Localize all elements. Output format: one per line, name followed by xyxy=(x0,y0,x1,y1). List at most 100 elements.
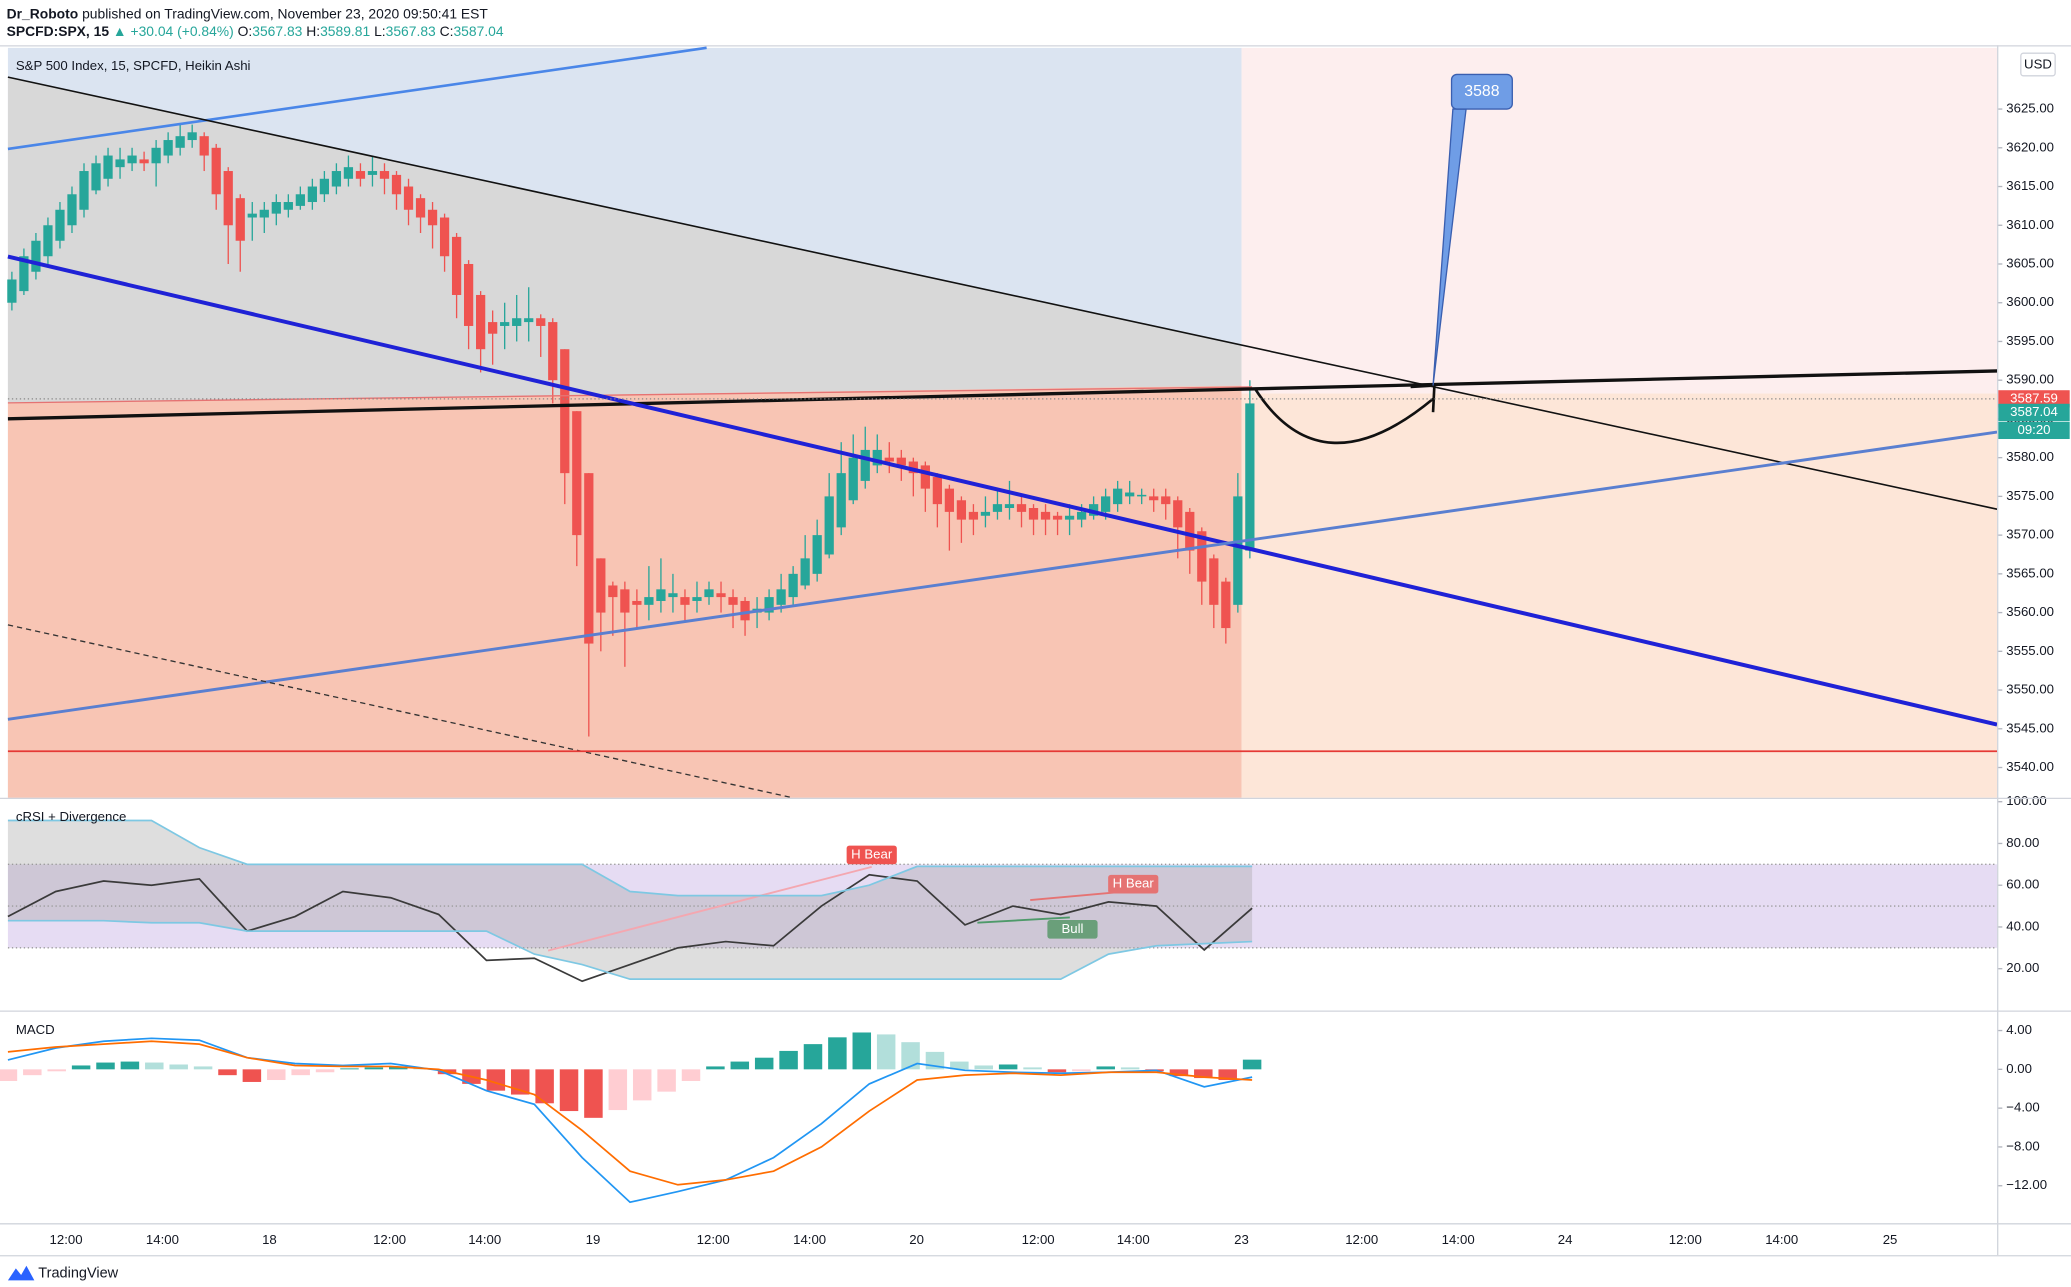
y-tick-label: 3580.00 xyxy=(2006,449,2054,464)
candle-body xyxy=(860,449,870,481)
candle-body xyxy=(980,511,991,516)
y-tick-label: 3600.00 xyxy=(2006,294,2054,309)
candle-body xyxy=(1101,496,1111,512)
candle-body xyxy=(1197,531,1207,582)
candle-body xyxy=(572,411,582,536)
candle-body xyxy=(968,511,979,520)
candle-body xyxy=(331,171,342,187)
y-tick-label: 3590.00 xyxy=(2006,372,2054,387)
x-tick-label: 12:00 xyxy=(697,1232,730,1247)
histogram-bar xyxy=(145,1062,164,1070)
candle-body xyxy=(944,488,955,512)
countdown: 09:20 xyxy=(2017,422,2050,437)
published: published on TradingView.com, November 2… xyxy=(82,5,488,21)
histogram-bar xyxy=(901,1042,920,1070)
candle-body xyxy=(824,496,834,555)
histogram-bar xyxy=(779,1050,798,1070)
candle-body xyxy=(1173,500,1183,528)
x-tick-label: 14:00 xyxy=(1765,1232,1798,1247)
y-tick-label: 3565.00 xyxy=(2006,565,2054,580)
y-tick-label: 3575.00 xyxy=(2006,488,2054,503)
histogram-bar xyxy=(1242,1059,1262,1070)
histogram-bar xyxy=(1096,1066,1115,1070)
y-tick-label: 3615.00 xyxy=(2006,178,2054,193)
histogram-bar xyxy=(632,1069,652,1101)
x-tick-label: 12:00 xyxy=(50,1232,83,1247)
histogram-bar xyxy=(852,1032,872,1070)
y-tick-label: 3605.00 xyxy=(2006,255,2054,270)
x-tick-label: 14:00 xyxy=(793,1232,826,1247)
y-tick-label: 3625.00 xyxy=(2006,101,2054,116)
x-tick-label: 14:00 xyxy=(468,1232,501,1247)
candle-body xyxy=(1221,581,1231,629)
candle-body xyxy=(548,322,558,381)
candle-body xyxy=(43,225,53,257)
histogram-bar xyxy=(998,1064,1018,1070)
histogram-bar xyxy=(193,1066,213,1070)
candle-body xyxy=(704,589,714,598)
candle-body xyxy=(956,500,967,520)
x-tick-label: 24 xyxy=(1558,1232,1573,1247)
candle-body xyxy=(932,477,942,505)
candle-body xyxy=(740,600,750,621)
x-tick-label: 12:00 xyxy=(373,1232,406,1247)
y-tick-label: 20.00 xyxy=(2006,960,2039,975)
trend-line xyxy=(7,430,1998,721)
candle-body xyxy=(1064,515,1075,520)
candle-body xyxy=(7,279,17,303)
candle-body xyxy=(920,465,930,489)
candle-body xyxy=(716,593,726,598)
candle-body xyxy=(632,600,642,605)
y-tick-label: 3620.00 xyxy=(2006,139,2054,154)
histogram-bar xyxy=(876,1034,896,1070)
histogram-bar xyxy=(730,1061,750,1070)
callout-box xyxy=(1450,73,1513,110)
candle-body xyxy=(500,322,510,326)
pane-title: MACD xyxy=(16,1022,55,1037)
y-tick-label: 3595.00 xyxy=(2006,333,2054,348)
candle-body xyxy=(55,209,65,241)
author: Dr_Roboto xyxy=(7,5,79,21)
candle-body xyxy=(1209,558,1219,605)
y-tick-label: 3550.00 xyxy=(2006,682,2054,697)
histogram-bar xyxy=(657,1069,676,1092)
candle-body xyxy=(307,186,317,203)
candle-body xyxy=(115,159,125,168)
symbol: SPCFD:SPX, 15 xyxy=(7,23,110,39)
candle-body xyxy=(728,597,738,605)
trend-line xyxy=(7,76,1998,510)
frame xyxy=(0,45,2071,1257)
candle-body xyxy=(680,597,690,605)
x-tick-label: 19 xyxy=(586,1232,601,1247)
x-tick-label: 23 xyxy=(1234,1232,1249,1247)
trend-line xyxy=(7,46,707,151)
candle-body xyxy=(415,198,426,218)
band-line xyxy=(7,919,1253,981)
logo-icon xyxy=(7,1265,35,1281)
candle-body xyxy=(343,167,354,179)
candle-body xyxy=(451,236,462,295)
candle-body xyxy=(764,597,774,613)
price-label-box xyxy=(1998,390,2070,408)
zone-grey xyxy=(7,77,1242,403)
candle-body xyxy=(884,457,894,462)
currency[interactable]: USD xyxy=(2024,57,2052,72)
y-tick-label: 3570.00 xyxy=(2006,527,2054,542)
histogram-bar xyxy=(1169,1069,1189,1077)
candle-body xyxy=(992,504,1003,512)
candle-body xyxy=(524,318,534,323)
divergence-line xyxy=(977,916,1070,924)
currency-box[interactable] xyxy=(2020,52,2056,77)
candle-body xyxy=(620,589,630,613)
candle-body xyxy=(295,194,305,206)
candle-body xyxy=(103,155,113,179)
candle-body xyxy=(187,132,197,141)
ohlc-value: 3567.83 xyxy=(386,23,436,39)
projection-curve xyxy=(1253,387,1434,445)
histogram-bar xyxy=(291,1069,310,1076)
candle-body xyxy=(1004,504,1015,509)
candle-body xyxy=(223,171,233,226)
band-fill xyxy=(7,820,1253,980)
